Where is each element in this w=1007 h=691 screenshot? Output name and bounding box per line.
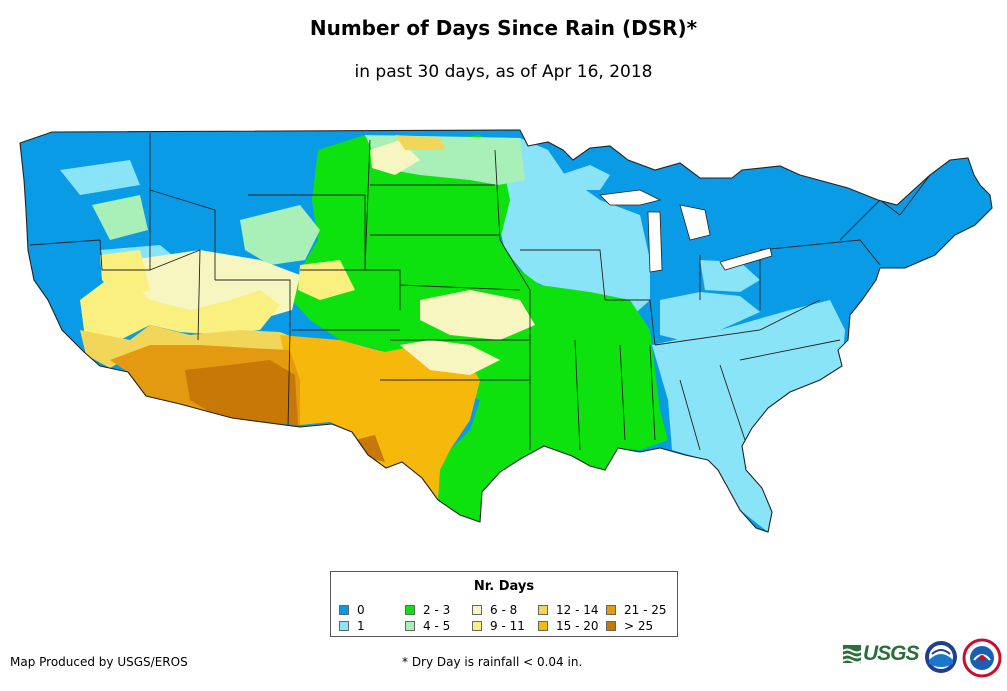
legend-item: 15 - 20	[538, 619, 599, 633]
lake-superior	[599, 189, 662, 206]
legend-item: 21 - 25	[606, 603, 667, 617]
us-outline	[19, 129, 993, 533]
usgs-logo-icon: USGS	[843, 642, 920, 666]
footnote-text: * Dry Day is rainfall < 0.04 in.	[402, 655, 583, 669]
legend-item: 1	[339, 619, 365, 633]
legend-swatch	[472, 621, 482, 631]
legend-swatch	[472, 605, 482, 615]
lake-huron	[679, 204, 711, 241]
zone-over-25-days	[185, 360, 298, 425]
map-subtitle: in past 30 days, as of Apr 16, 2018	[354, 62, 653, 82]
legend-swatch	[606, 621, 616, 631]
legend-swatch	[538, 621, 548, 631]
rain-zones	[20, 130, 992, 532]
usgs-wave-icon	[843, 645, 861, 663]
legend: Nr. Days 0 1 2 - 3 4 - 5 6 - 8 9 - 11 12…	[330, 571, 678, 637]
legend-item: 2 - 3	[405, 603, 450, 617]
legend-item: 6 - 8	[472, 603, 517, 617]
zone-1-day-southeast	[652, 300, 845, 532]
legend-swatch	[405, 621, 415, 631]
legend-item: 9 - 11	[472, 619, 525, 633]
zone-1-day-midwest	[488, 138, 650, 320]
legend-swatch	[339, 621, 349, 631]
nws-logo-icon	[962, 638, 1002, 678]
lake-michigan	[647, 211, 663, 273]
lake-erie	[719, 247, 773, 271]
legend-swatch	[405, 605, 415, 615]
legend-item: 12 - 14	[538, 603, 599, 617]
legend-item: > 25	[606, 619, 653, 633]
legend-swatch	[538, 605, 548, 615]
legend-swatch	[339, 605, 349, 615]
zone-15-20-days	[280, 335, 480, 500]
legend-swatch	[606, 605, 616, 615]
legend-item: 4 - 5	[405, 619, 450, 633]
state-boundaries	[29, 133, 931, 451]
map-title: Number of Days Since Rain (DSR)*	[309, 16, 698, 40]
legend-item: 0	[339, 603, 365, 617]
usgs-logo-text: USGS	[863, 642, 920, 665]
legend-title: Nr. Days	[473, 579, 535, 594]
noaa-logo-icon	[925, 641, 957, 673]
credit-text: Map Produced by USGS/EROS	[10, 655, 188, 669]
